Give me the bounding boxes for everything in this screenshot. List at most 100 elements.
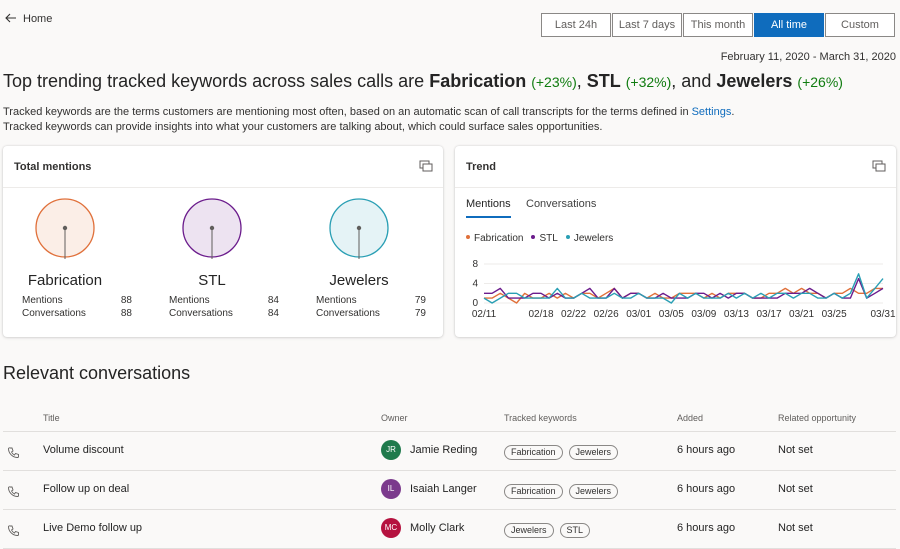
keyword-name: Jewelers — [329, 272, 389, 289]
bubble-dot — [209, 225, 215, 231]
tab[interactable]: Mentions — [466, 198, 511, 218]
keyword-pill: Fabrication — [504, 445, 563, 460]
card-title: Trend — [466, 161, 496, 173]
y-tick-label: 0 — [472, 298, 478, 309]
description-line: Tracked keywords can provide insights in… — [3, 121, 603, 133]
y-tick-label: 4 — [472, 279, 478, 290]
legend-label: STL — [539, 233, 558, 244]
icon — [872, 160, 886, 172]
x-tick-label: 03/05 — [659, 309, 684, 320]
tab[interactable]: Conversations — [526, 198, 597, 210]
card-action-icon[interactable] — [872, 159, 886, 177]
filter-button[interactable]: Last 24h — [541, 13, 611, 37]
keyword-bubble — [329, 198, 389, 259]
headline-keyword: Fabrication — [429, 71, 527, 91]
description-line: Tracked keywords are the terms customers… — [3, 106, 734, 118]
back-link[interactable]: Home — [5, 13, 52, 25]
trend-line — [484, 287, 883, 304]
headline-separator: , — [576, 71, 582, 91]
x-tick-label: 03/09 — [691, 309, 716, 320]
settings-link[interactable]: Settings — [691, 106, 732, 118]
row-separator — [3, 431, 896, 432]
row-added: 6 hours ago — [677, 483, 736, 495]
trend-chart: 0 4 8 02/11 02/18 02/22 02/26 03/01 03/05 03/09 03… — [472, 259, 896, 320]
phone-icon — [8, 525, 19, 536]
stat-value: 79 — [414, 308, 426, 319]
row-opportunity: Not set — [778, 444, 813, 456]
legend-swatch — [531, 235, 536, 239]
call-icon — [8, 445, 19, 463]
stat-label: Conversations — [316, 308, 380, 319]
stat-label: Mentions — [169, 295, 210, 306]
filter-button[interactable]: All time — [754, 13, 824, 37]
bubble-dot — [62, 225, 68, 231]
column-header: Tracked keywords — [504, 413, 577, 423]
keyword-list: Fabrication Jewelers — [504, 481, 624, 499]
row-separator — [3, 470, 896, 471]
stat-label: Mentions — [22, 295, 63, 306]
keyword-bubble — [182, 198, 242, 259]
avatar: IL — [381, 479, 401, 499]
call-icon — [8, 484, 19, 502]
keyword-pill: Jewelers — [568, 484, 619, 499]
phone-icon — [8, 447, 19, 458]
legend-label: Jewelers — [573, 233, 614, 244]
x-tick-label: 03/25 — [822, 309, 847, 320]
column-header: Added — [677, 413, 704, 423]
stat-value: 79 — [414, 295, 426, 306]
column-header: Related opportunity — [778, 413, 857, 423]
legend-swatch — [466, 235, 470, 239]
legend-item: Fabrication — [466, 233, 523, 244]
icon — [419, 160, 433, 172]
keyword-pill: Jewelers — [504, 523, 554, 538]
stat-value: 88 — [120, 308, 132, 319]
description-text: Tracked keywords are the terms customers… — [3, 106, 689, 118]
x-tick-label: 02/18 — [528, 309, 553, 320]
x-tick-label: 03/01 — [626, 309, 651, 320]
stat-label: Mentions — [316, 295, 357, 306]
owner-name: Jamie Reding — [410, 444, 478, 456]
back-arrow — [5, 13, 16, 23]
headline: Top trending tracked keywords across sal… — [3, 71, 843, 92]
headline-change: (+23%) — [531, 74, 577, 90]
section-title: Relevant conversations — [3, 363, 191, 383]
card-action-icon[interactable] — [419, 159, 433, 177]
stat-value: 88 — [120, 295, 132, 306]
keyword-bubble — [35, 198, 95, 259]
phone-icon — [8, 486, 19, 497]
headline-keyword: Jewelers — [716, 71, 793, 91]
filter-button[interactable]: Custom — [825, 13, 895, 37]
headline-separator: , and — [671, 71, 712, 91]
headline-keyword: STL — [586, 71, 621, 91]
card-title: Total mentions — [14, 161, 92, 173]
card-header: Total mentions — [3, 146, 443, 188]
legend-swatch — [565, 235, 570, 239]
row-added: 6 hours ago — [677, 444, 736, 456]
column-header: Owner — [381, 413, 408, 423]
keyword-pill: STL — [559, 523, 591, 538]
keyword-list: Fabrication Jewelers — [504, 442, 624, 460]
row-title: Volume discount — [43, 444, 124, 456]
stat-label: Conversations — [22, 308, 86, 319]
row-opportunity: Not set — [778, 483, 813, 495]
x-tick-label: 02/11 — [472, 309, 497, 320]
keyword-name: STL — [198, 272, 226, 289]
keyword-pill: Fabrication — [504, 484, 563, 499]
call-icon — [8, 523, 19, 541]
x-tick-label: 03/21 — [789, 309, 814, 320]
x-tick-label: 03/17 — [756, 309, 781, 320]
owner-name: Isaiah Langer — [410, 483, 477, 495]
bubble-dot — [356, 225, 362, 231]
stat-value: 84 — [267, 308, 279, 319]
filter-button[interactable]: Last 7 days — [612, 13, 682, 37]
x-tick-label: 03/31 — [870, 309, 895, 320]
x-tick-label: 03/13 — [724, 309, 749, 320]
legend-item: Jewelers — [565, 233, 614, 244]
filter-button[interactable]: This month — [683, 13, 753, 37]
column-header: Title — [43, 413, 60, 423]
headline-prefix: Top trending tracked keywords across sal… — [3, 71, 425, 91]
y-tick-label: 8 — [472, 259, 478, 270]
headline-change: (+32%) — [625, 74, 672, 90]
